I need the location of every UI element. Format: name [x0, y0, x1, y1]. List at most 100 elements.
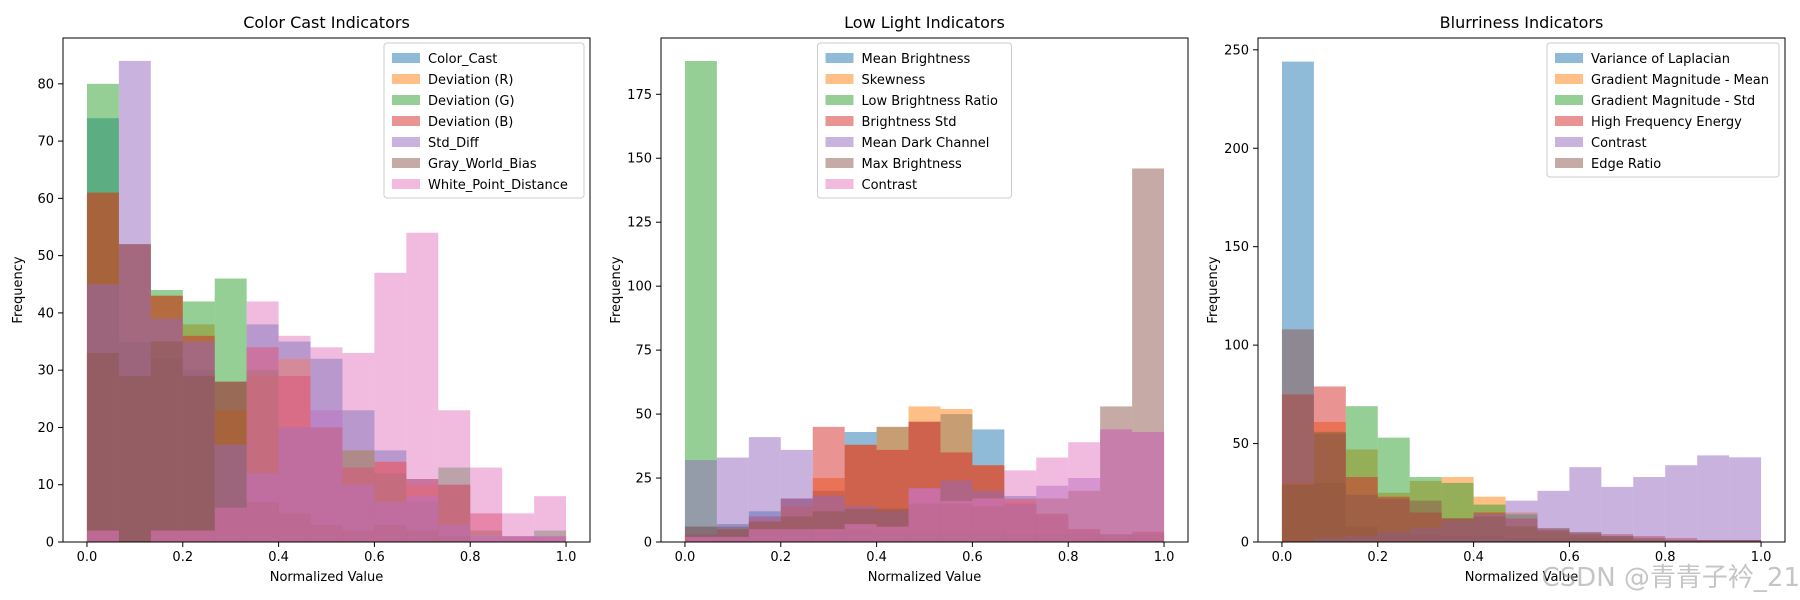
histogram-bar: [908, 488, 941, 542]
x-tick-label: 0.8: [1058, 550, 1079, 565]
legend-swatch: [392, 179, 420, 189]
legend-label: Std_Diff: [428, 136, 480, 151]
legend-label: Mean Brightness: [862, 52, 971, 67]
y-tick-label: 50: [1232, 437, 1249, 452]
chart-title: Blurriness Indicators: [1440, 13, 1604, 32]
legend-swatch: [825, 137, 854, 147]
legend-swatch: [1555, 53, 1583, 63]
y-tick-label: 100: [1224, 339, 1249, 354]
x-tick-label: 0.2: [1367, 550, 1388, 565]
chart-title: Color Cast Indicators: [243, 13, 410, 32]
histogram-bar: [406, 232, 439, 542]
legend-entry-gray-world-bias: Gray_World_Bias: [392, 157, 537, 172]
legend-label: White_Point_Distance: [428, 178, 568, 193]
histogram-bar: [812, 529, 845, 542]
histogram-bar: [1473, 516, 1506, 542]
chart-panel-blurriness-indicators: Blurriness Indicators 0.0 0.2 0.4 0.6 0.8 1.0 0…: [1206, 13, 1786, 585]
chart-panel-color-cast-indicators: Color Cast Indicators 0.0 0.2 0.4 0.6 0.8 1.0 0…: [11, 13, 591, 585]
legend: Color_Cast Deviation (R) Deviation (G) Devi…: [383, 42, 585, 199]
histogram-bar: [972, 498, 1005, 542]
y-tick-label: 20: [37, 421, 54, 436]
histogram-bar: [502, 513, 535, 542]
legend-label: Gray_World_Bias: [428, 157, 537, 172]
legend-entry-gradient-magnitude-std: Gradient Magnitude - Std: [1555, 94, 1755, 109]
x-axis-label: Normalized Value: [1465, 570, 1579, 585]
histogram-bar: [1004, 470, 1037, 542]
legend: Mean Brightness Skewness Low Brightness Ra…: [817, 42, 1012, 199]
histogram-bar: [1633, 538, 1666, 542]
legend-entry-deviation-b: Deviation (B): [392, 115, 513, 130]
legend-entry-max-brightness: Max Brightness: [825, 157, 962, 172]
histogram-bar: [534, 496, 567, 542]
x-tick-label: 1.0: [1751, 550, 1772, 565]
x-tick-label: 0.8: [460, 550, 481, 565]
histogram-bar: [1345, 494, 1378, 542]
legend-entry-gradient-magnitude-mean: Gradient Magnitude - Mean: [1555, 73, 1769, 88]
histogram-bar: [310, 347, 343, 542]
legend-swatch: [1555, 116, 1583, 126]
legend-box: [1546, 42, 1780, 178]
histogram-bar: [748, 529, 781, 542]
x-tick-label: 1.0: [1154, 550, 1175, 565]
histogram-bar: [1313, 433, 1346, 542]
y-tick-label: 50: [37, 249, 54, 264]
legend-entry-brightness-std: Brightness Std: [825, 115, 956, 130]
histogram-bar: [342, 353, 375, 542]
legend-label: Variance of Laplacian: [1591, 52, 1730, 67]
histogram-bar: [150, 530, 183, 542]
x-axis-label: Normalized Value: [868, 570, 982, 585]
histogram-bar: [86, 353, 119, 542]
x-tick-label: 1.0: [556, 550, 577, 565]
histogram-bar: [1537, 530, 1570, 542]
histogram-bar: [182, 375, 215, 542]
legend-swatch: [825, 74, 854, 84]
watermark: CSDN @青青子衿_21: [1541, 563, 1800, 593]
legend-swatch: [825, 179, 854, 189]
x-tick-label: 0.0: [77, 550, 98, 565]
legend-entry-skewness: Skewness: [825, 73, 925, 88]
legend-entry-edge-ratio: Edge Ratio: [1555, 157, 1661, 172]
legend-label: Gradient Magnitude - Mean: [1591, 73, 1769, 88]
y-tick-label: 150: [627, 152, 652, 167]
y-tick-label: 200: [1224, 142, 1249, 157]
legend-entry-color-cast: Color_Cast: [392, 52, 497, 67]
y-tick-label: 10: [37, 478, 54, 493]
legend-label: Mean Dark Channel: [862, 136, 990, 151]
histogram-bar: [876, 526, 909, 542]
legend-entry-white-point-distance: White_Point_Distance: [392, 178, 568, 193]
legend-label: Gradient Magnitude - Std: [1591, 94, 1755, 109]
legend-swatch: [392, 53, 420, 63]
y-tick-label: 60: [37, 192, 54, 207]
histogram-bar: [118, 375, 151, 542]
legend-entry-contrast: Contrast: [825, 178, 918, 193]
histogram-bar: [1281, 329, 1314, 542]
histogram-bar: [940, 501, 973, 542]
legend-entry-mean-brightness: Mean Brightness: [825, 52, 971, 67]
histogram-bar: [844, 524, 877, 542]
series-contrast: [684, 429, 1165, 542]
y-axis-label: Frequency: [11, 256, 26, 323]
histogram-bar: [438, 410, 471, 542]
x-tick-label: 0.4: [268, 550, 289, 565]
legend-entry-low-brightness-ratio: Low Brightness Ratio: [825, 94, 998, 109]
x-tick-label: 0.4: [866, 550, 887, 565]
y-tick-label: 40: [37, 306, 54, 321]
legend-swatch: [392, 116, 420, 126]
y-axis-label: Frequency: [1206, 256, 1221, 323]
histogram-bar: [1601, 486, 1634, 542]
legend-swatch: [825, 116, 854, 126]
histogram-bar: [1601, 536, 1634, 542]
plot-frame: [660, 37, 1189, 543]
legend-swatch: [1555, 95, 1583, 105]
legend-entry-high-frequency-energy: High Frequency Energy: [1555, 115, 1742, 130]
y-tick-label: 25: [635, 472, 652, 487]
x-tick-label: 0.8: [1655, 550, 1676, 565]
legend-label: Contrast: [862, 178, 918, 193]
y-tick-label: 150: [1224, 240, 1249, 255]
histogram-bar: [86, 530, 119, 542]
y-tick-label: 0: [644, 536, 652, 551]
y-tick-label: 100: [627, 280, 652, 295]
y-tick-label: 0: [46, 536, 54, 551]
x-axis-label: Normalized Value: [270, 570, 384, 585]
